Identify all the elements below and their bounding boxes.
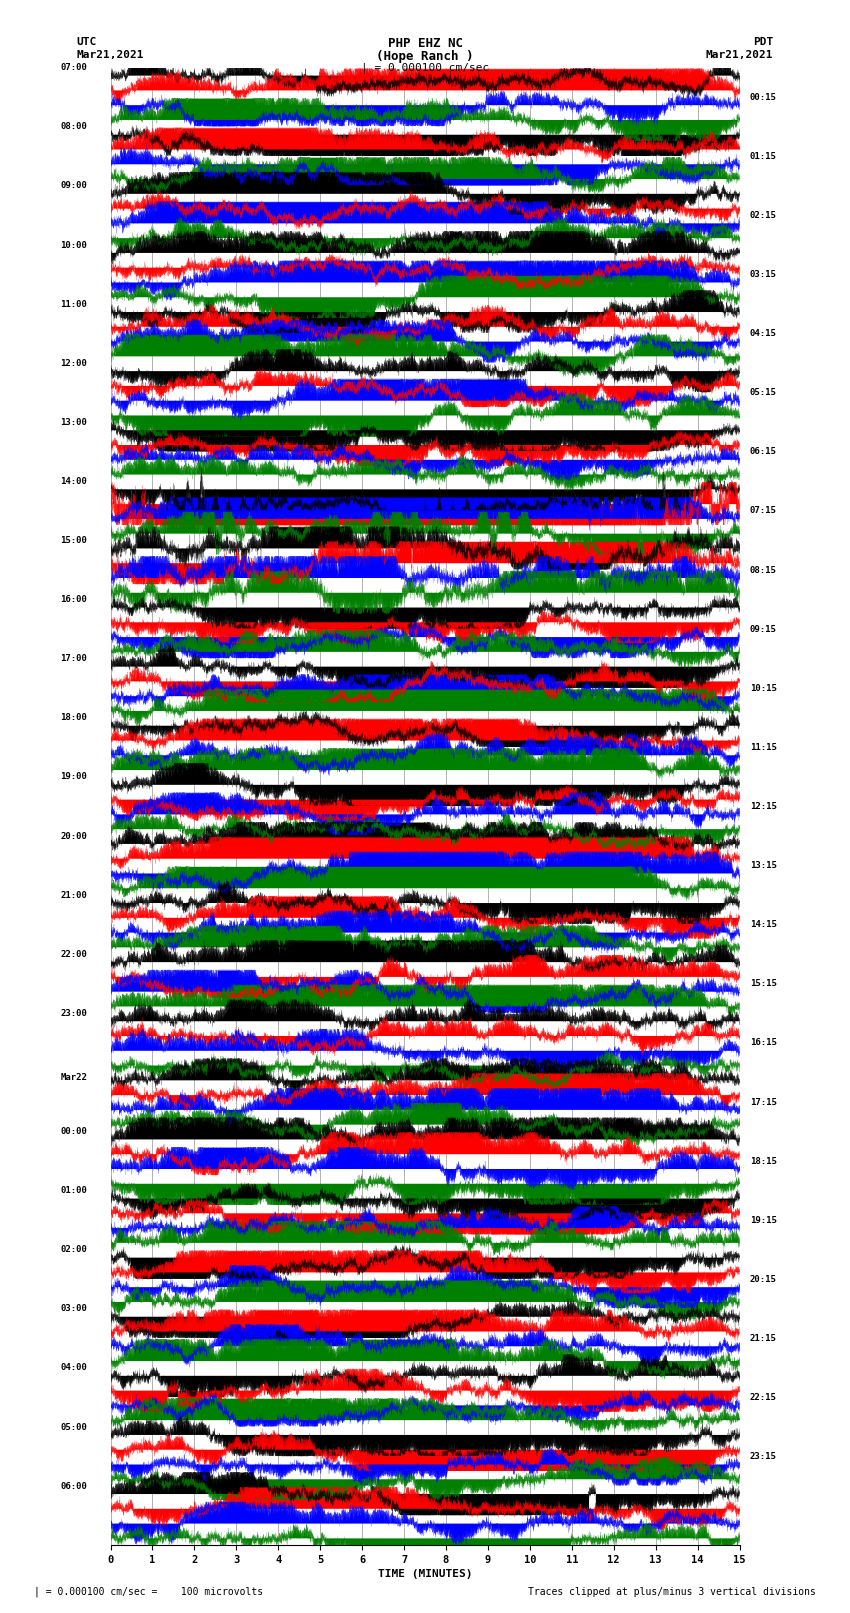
Text: 16:15: 16:15 <box>750 1039 777 1047</box>
Text: 14:15: 14:15 <box>750 919 777 929</box>
Text: 09:00: 09:00 <box>60 181 88 190</box>
Text: 14:00: 14:00 <box>60 477 88 486</box>
Text: 06:15: 06:15 <box>750 447 777 456</box>
Text: 05:00: 05:00 <box>60 1423 88 1432</box>
Text: 18:15: 18:15 <box>750 1157 777 1166</box>
Text: 06:00: 06:00 <box>60 1482 88 1490</box>
Text: 09:15: 09:15 <box>750 624 777 634</box>
Text: 19:15: 19:15 <box>750 1216 777 1224</box>
Text: 15:15: 15:15 <box>750 979 777 989</box>
Text: PHP EHZ NC: PHP EHZ NC <box>388 37 462 50</box>
Text: 08:15: 08:15 <box>750 566 777 574</box>
Text: 13:00: 13:00 <box>60 418 88 427</box>
Text: 04:15: 04:15 <box>750 329 777 339</box>
Text: 02:15: 02:15 <box>750 211 777 219</box>
Text: 03:00: 03:00 <box>60 1305 88 1313</box>
Text: Traces clipped at plus/minus 3 vertical divisions: Traces clipped at plus/minus 3 vertical … <box>528 1587 816 1597</box>
Text: 11:15: 11:15 <box>750 744 777 752</box>
Text: 18:00: 18:00 <box>60 713 88 723</box>
Text: | = 0.000100 cm/sec =    100 microvolts: | = 0.000100 cm/sec = 100 microvolts <box>34 1586 264 1597</box>
Text: 01:00: 01:00 <box>60 1186 88 1195</box>
Text: PDT: PDT <box>753 37 774 47</box>
Text: 22:15: 22:15 <box>750 1394 777 1402</box>
Text: 12:15: 12:15 <box>750 802 777 811</box>
Text: 10:15: 10:15 <box>750 684 777 694</box>
Text: 07:00: 07:00 <box>60 63 88 73</box>
Text: 11:00: 11:00 <box>60 300 88 308</box>
Text: Mar22: Mar22 <box>60 1073 88 1082</box>
Text: 20:00: 20:00 <box>60 832 88 840</box>
Text: 12:00: 12:00 <box>60 358 88 368</box>
Text: 23:00: 23:00 <box>60 1008 88 1018</box>
Text: 22:00: 22:00 <box>60 950 88 958</box>
Text: UTC: UTC <box>76 37 97 47</box>
Text: 08:00: 08:00 <box>60 123 88 131</box>
Text: 10:00: 10:00 <box>60 240 88 250</box>
Text: 16:00: 16:00 <box>60 595 88 605</box>
Text: 21:15: 21:15 <box>750 1334 777 1344</box>
Text: 03:15: 03:15 <box>750 269 777 279</box>
Text: 13:15: 13:15 <box>750 861 777 869</box>
Text: 07:15: 07:15 <box>750 506 777 516</box>
Text: 19:00: 19:00 <box>60 773 88 781</box>
Text: 00:15: 00:15 <box>750 94 777 102</box>
Text: 01:15: 01:15 <box>750 152 777 161</box>
Text: 21:00: 21:00 <box>60 890 88 900</box>
Text: 00:00: 00:00 <box>60 1127 88 1136</box>
Text: 23:15: 23:15 <box>750 1452 777 1461</box>
Text: Mar21,2021: Mar21,2021 <box>76 50 144 60</box>
Text: Mar21,2021: Mar21,2021 <box>706 50 774 60</box>
Text: 02:00: 02:00 <box>60 1245 88 1255</box>
Text: 15:00: 15:00 <box>60 536 88 545</box>
Text: | = 0.000100 cm/sec: | = 0.000100 cm/sec <box>361 63 489 74</box>
Text: 05:15: 05:15 <box>750 389 777 397</box>
Text: 17:15: 17:15 <box>750 1097 777 1107</box>
Text: 20:15: 20:15 <box>750 1274 777 1284</box>
Text: 17:00: 17:00 <box>60 655 88 663</box>
X-axis label: TIME (MINUTES): TIME (MINUTES) <box>377 1569 473 1579</box>
Text: (Hope Ranch ): (Hope Ranch ) <box>377 50 473 63</box>
Text: 04:00: 04:00 <box>60 1363 88 1373</box>
